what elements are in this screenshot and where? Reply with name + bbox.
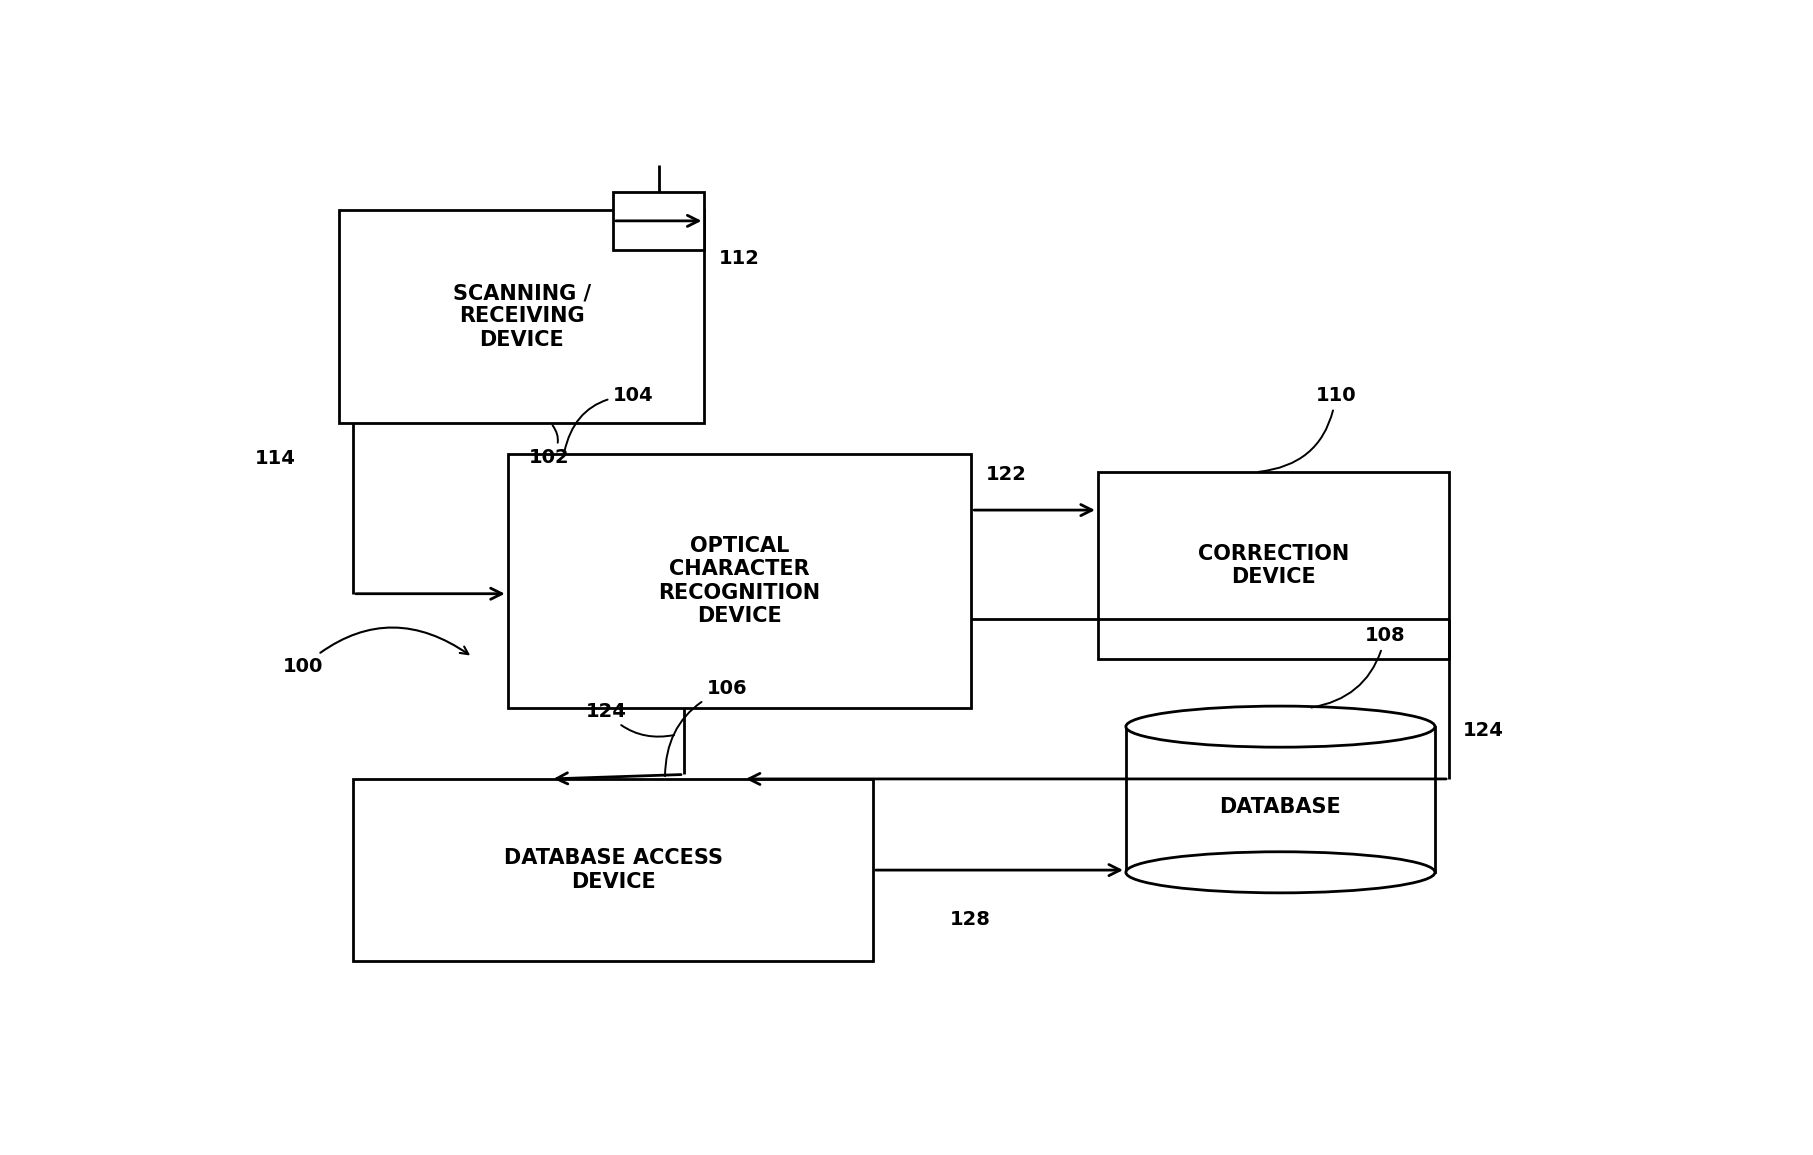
Text: 112: 112 xyxy=(718,249,760,268)
Text: 110: 110 xyxy=(1258,386,1356,472)
Text: 124: 124 xyxy=(586,702,674,737)
Bar xyxy=(354,778,874,961)
Text: 104: 104 xyxy=(564,386,654,452)
Ellipse shape xyxy=(1126,706,1436,747)
Bar xyxy=(339,210,703,423)
Text: 100: 100 xyxy=(283,627,468,676)
Text: 124: 124 xyxy=(1463,721,1505,739)
Text: 108: 108 xyxy=(1311,626,1405,708)
Bar xyxy=(508,454,972,708)
Text: 106: 106 xyxy=(665,679,747,776)
Ellipse shape xyxy=(1126,851,1436,893)
Text: DATABASE ACCESS
DEVICE: DATABASE ACCESS DEVICE xyxy=(504,849,723,892)
Text: CORRECTION
DEVICE: CORRECTION DEVICE xyxy=(1198,544,1349,587)
Text: 128: 128 xyxy=(950,909,992,929)
Text: 102: 102 xyxy=(529,425,569,468)
Text: OPTICAL
CHARACTER
RECOGNITION
DEVICE: OPTICAL CHARACTER RECOGNITION DEVICE xyxy=(658,536,821,626)
Text: DATABASE: DATABASE xyxy=(1220,797,1342,817)
Text: SCANNING /
RECEIVING
DEVICE: SCANNING / RECEIVING DEVICE xyxy=(453,283,591,350)
Text: 122: 122 xyxy=(986,465,1026,484)
Bar xyxy=(1099,472,1449,658)
Bar xyxy=(613,192,705,249)
Text: 114: 114 xyxy=(254,449,296,468)
